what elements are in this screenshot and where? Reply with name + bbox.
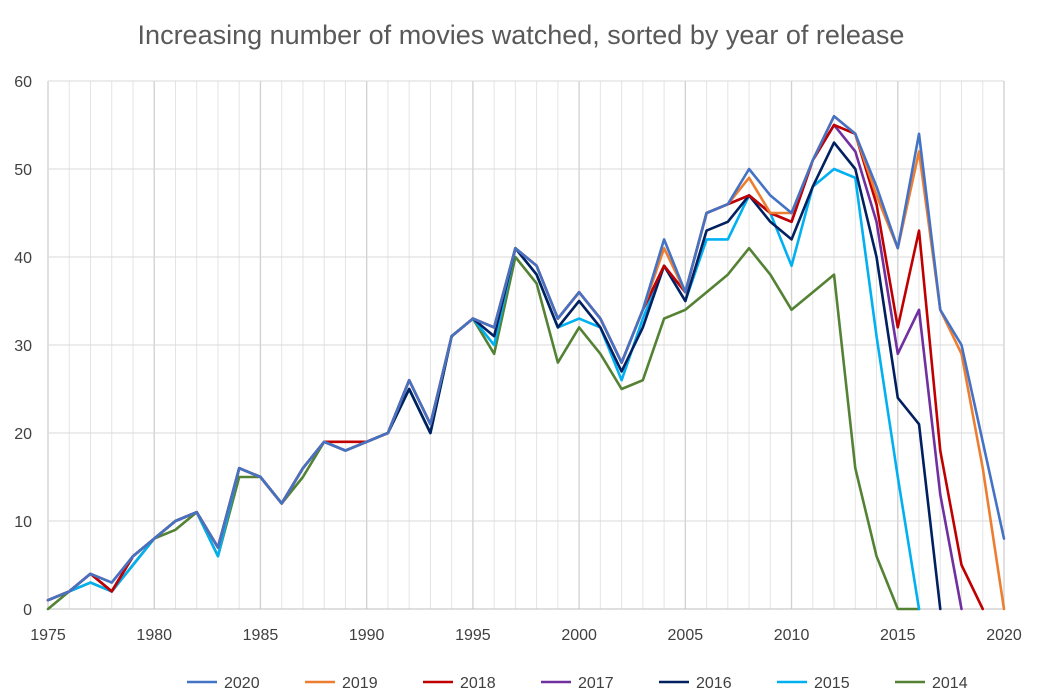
series-line-2015 [46,167,921,611]
y-tick-label: 30 [14,338,32,355]
x-tick-label: 2015 [880,627,916,644]
legend-label-2019: 2019 [342,675,378,692]
x-tick-label: 1980 [136,627,172,644]
y-tick-label: 50 [14,162,32,179]
x-tick-label: 1985 [243,627,279,644]
x-axis-ticks: 1975 1980 1985 1990 1995 2000 2005 2010 2015 2020 [30,627,1022,644]
legend-label-2020: 2020 [224,675,260,692]
chart-title: Increasing number of movies watched, sor… [138,20,905,50]
y-tick-label: 20 [14,426,32,443]
x-tick-label: 2005 [668,627,704,644]
grid [47,80,1005,610]
legend-label-2014: 2014 [932,675,968,692]
y-axis-ticks: 0 10 20 30 40 50 60 [14,74,32,619]
series-lines [46,114,1006,611]
x-tick-label: 2020 [986,627,1022,644]
legend-label-2016: 2016 [696,675,732,692]
legend-label-2015: 2015 [814,675,850,692]
x-tick-label: 1995 [455,627,491,644]
series-line-2017 [46,123,963,611]
y-tick-label: 0 [23,602,32,619]
series-line-2014 [46,246,921,611]
y-tick-label: 60 [14,74,32,91]
y-tick-label: 40 [14,250,32,267]
y-tick-label: 10 [14,514,32,531]
x-tick-label: 1990 [349,627,385,644]
x-tick-label: 1975 [30,627,66,644]
x-tick-label: 2000 [561,627,597,644]
legend-label-2018: 2018 [460,675,496,692]
series-line-2020 [46,114,1006,602]
legend-label-2017: 2017 [578,675,614,692]
x-tick-label: 2010 [774,627,810,644]
legend: 2020 2019 2018 2017 2016 2015 2014 [187,675,968,692]
